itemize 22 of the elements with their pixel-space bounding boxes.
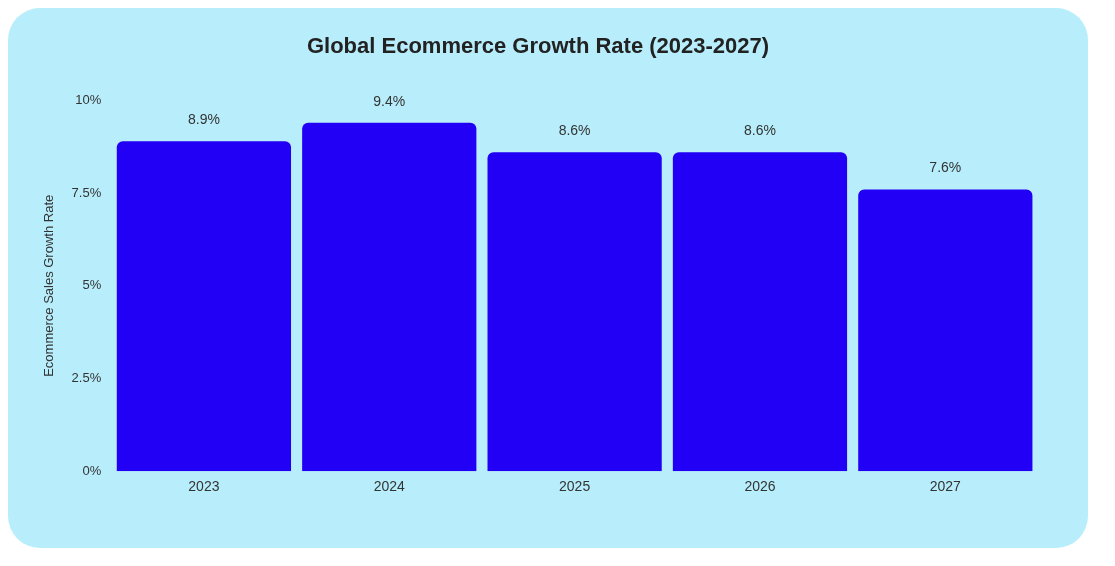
bar	[116, 141, 292, 472]
x-tick-label: 2026	[744, 478, 776, 495]
y-tick-label: 7.5%	[71, 184, 102, 200]
data-label: 8.9%	[187, 111, 220, 128]
data-label: 8.6%	[558, 122, 591, 139]
bar	[858, 189, 1033, 472]
y-tick-label: 10%	[75, 91, 102, 107]
data-label: 9.4%	[373, 92, 406, 109]
data-label: 7.6%	[929, 159, 962, 176]
bar	[672, 152, 848, 472]
y-axis-title: Ecommerce Sales Growth Rate	[41, 194, 57, 377]
y-tick-label: 5%	[82, 277, 102, 293]
x-tick-label: 2027	[929, 478, 962, 495]
bar	[487, 152, 662, 472]
data-label: 8.6%	[744, 122, 776, 139]
x-tick-label: 2024	[373, 478, 406, 495]
chart-title: Global Ecommerce Growth Rate (2023-2027)	[306, 33, 770, 59]
bar	[302, 122, 477, 472]
y-tick-label: 0%	[82, 462, 102, 478]
x-tick-label: 2023	[188, 478, 220, 495]
x-tick-label: 2025	[559, 478, 591, 495]
y-tick-label: 2.5%	[71, 370, 102, 386]
